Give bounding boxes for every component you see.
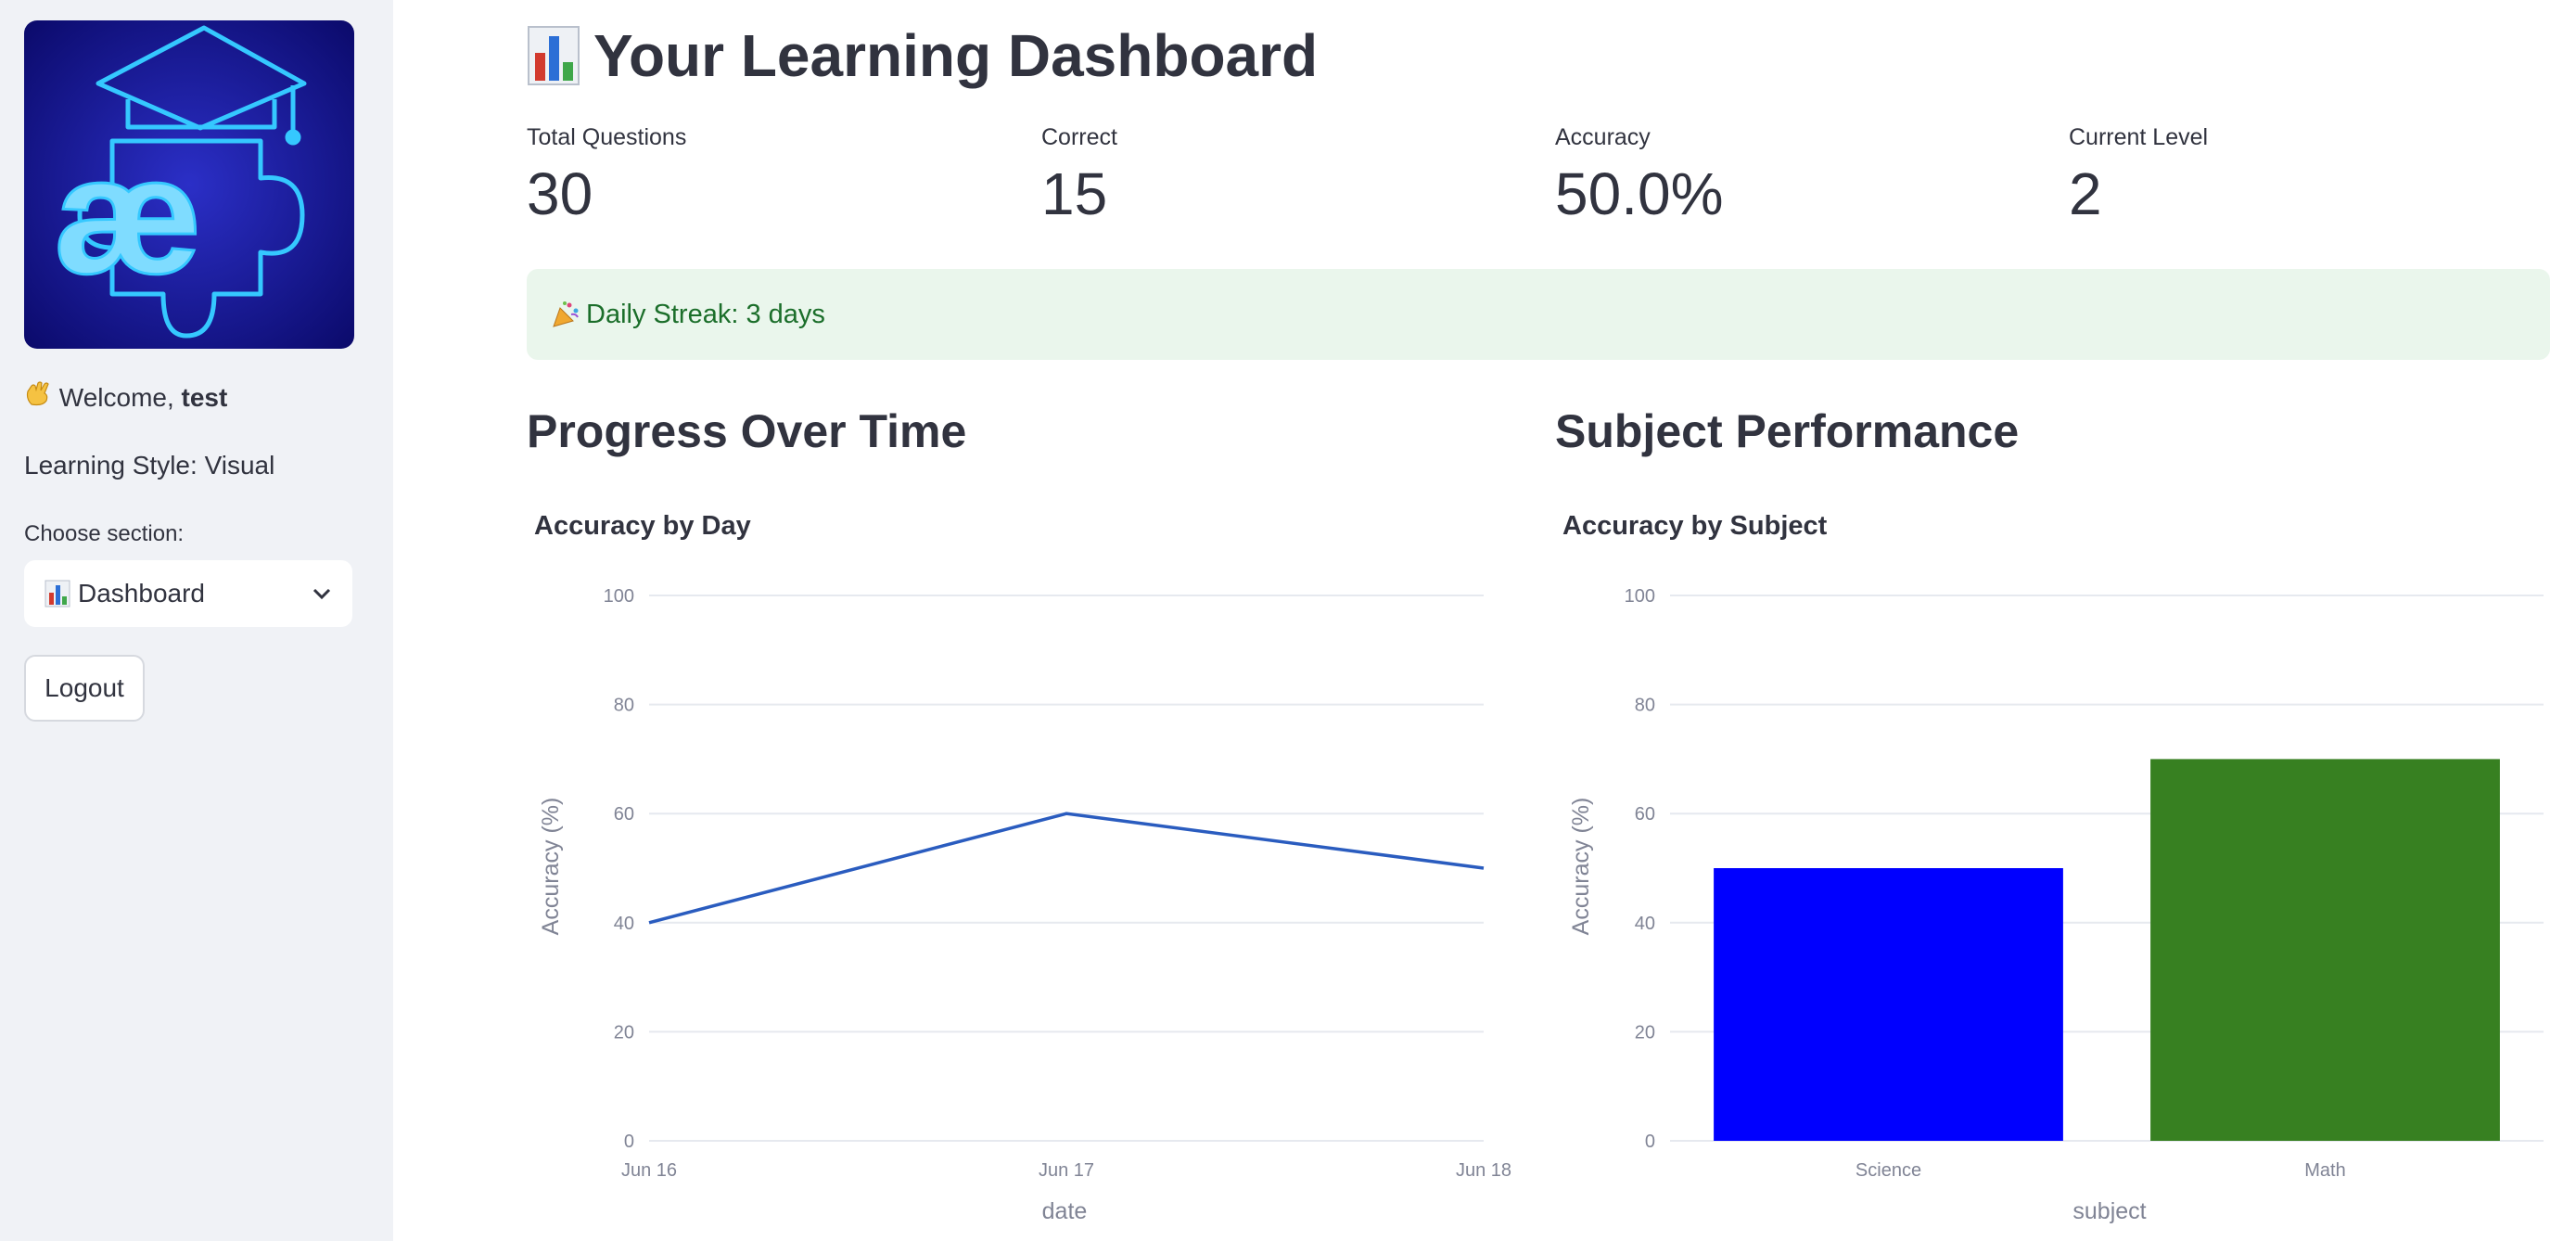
section-select-value: Dashboard xyxy=(78,579,205,608)
waving-hand-icon xyxy=(24,381,59,412)
x-tick-label: Jun 16 xyxy=(621,1160,677,1181)
y-tick-label: 0 xyxy=(1645,1132,1655,1152)
welcome-message: Welcome, test xyxy=(24,380,227,413)
y-tick-label: 60 xyxy=(1635,804,1655,825)
series-line xyxy=(648,812,1485,925)
subject-performance-heading: Subject Performance xyxy=(1555,405,2020,457)
bar-chart-icon xyxy=(527,25,580,86)
x-tick-label: Jun 18 xyxy=(1456,1160,1511,1181)
bar-science xyxy=(1714,868,2063,1141)
x-axis-ticks: Jun 16 Jun 17 Jun 18 xyxy=(621,1160,1511,1181)
metric-value: 15 xyxy=(1041,160,1108,227)
y-axis-ticks: 0 20 40 60 80 100 xyxy=(1625,586,1655,1152)
logo-text: æ xyxy=(54,122,202,309)
y-tick-label: 40 xyxy=(614,914,634,934)
bar-math xyxy=(2150,759,2500,1141)
metric-correct: Correct 15 xyxy=(1041,124,1117,224)
section-select[interactable]: Dashboard xyxy=(24,560,352,627)
y-tick-label: 20 xyxy=(614,1022,634,1043)
accuracy-by-subject-chart: Accuracy by Subject 0 20 40 60 80 100 Science… xyxy=(1562,511,2544,1224)
page-title-text: Your Learning Dashboard xyxy=(593,22,1319,89)
y-tick-label: 100 xyxy=(1625,586,1655,607)
grid xyxy=(649,595,1484,1142)
page-title: Your Learning Dashboard xyxy=(527,19,1318,93)
metric-label: Correct xyxy=(1041,124,1117,150)
bars xyxy=(1714,759,2500,1141)
y-tick-label: 60 xyxy=(614,804,634,825)
sidebar: æ Welcome, test Learning Style: Visual C… xyxy=(0,0,393,1241)
y-tick-label: 20 xyxy=(1635,1022,1655,1043)
x-axis-label: subject xyxy=(2072,1198,2146,1224)
metric-value: 50.0% xyxy=(1555,160,1724,227)
chevron-down-icon xyxy=(312,587,332,600)
party-popper-icon xyxy=(551,301,580,328)
x-tick-label: Science xyxy=(1855,1160,1921,1181)
username: test xyxy=(181,383,228,412)
learning-style: Learning Style: Visual xyxy=(24,451,275,480)
welcome-prefix: Welcome, xyxy=(58,383,182,412)
x-axis-label: date xyxy=(1042,1198,1088,1224)
daily-streak-text: Daily Streak: 3 days xyxy=(586,299,825,329)
choose-section-label: Choose section: xyxy=(24,521,185,546)
y-tick-label: 80 xyxy=(1635,696,1655,716)
metric-label: Accuracy xyxy=(1555,124,1651,150)
metric-current-level: Current Level 2 xyxy=(2069,124,2208,224)
daily-streak-banner: Daily Streak: 3 days xyxy=(527,269,2550,360)
y-tick-label: 0 xyxy=(624,1132,634,1152)
y-axis-ticks: 0 20 40 60 80 100 xyxy=(604,586,634,1152)
metric-label: Current Level xyxy=(2069,124,2209,150)
x-axis-ticks: Science Math xyxy=(1855,1160,2346,1181)
y-axis-label: Accuracy (%) xyxy=(1568,798,1594,936)
logout-button[interactable]: Logout xyxy=(24,655,145,722)
app-logo: æ xyxy=(24,20,354,349)
graduation-cap-puzzle-logo-icon: æ xyxy=(24,20,354,349)
bar-chart-icon xyxy=(45,580,70,608)
metric-label: Total Questions xyxy=(527,124,687,150)
y-tick-label: 100 xyxy=(604,586,634,607)
chart-title: Accuracy by Subject xyxy=(1562,511,1828,541)
x-tick-label: Math xyxy=(2304,1160,2345,1181)
metric-total-questions: Total Questions 30 xyxy=(527,124,686,224)
chart-title: Accuracy by Day xyxy=(534,511,751,541)
y-tick-label: 40 xyxy=(1635,914,1655,934)
metric-value: 30 xyxy=(527,160,593,227)
metric-value: 2 xyxy=(2069,160,2102,227)
y-tick-label: 80 xyxy=(614,696,634,716)
progress-over-time-heading: Progress Over Time xyxy=(527,405,967,457)
x-tick-label: Jun 17 xyxy=(1039,1160,1094,1181)
y-axis-label: Accuracy (%) xyxy=(538,798,564,936)
metric-accuracy: Accuracy 50.0% xyxy=(1555,124,1723,224)
